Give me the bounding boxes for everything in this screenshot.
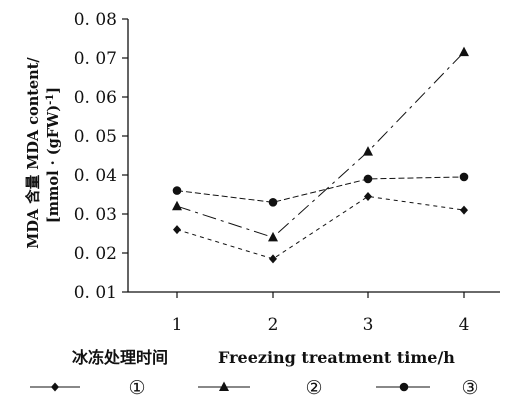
legend-marker: [51, 382, 59, 392]
y-axis-title: MDA 含量 MDA content/ [mmol · (gFW)-1]: [24, 57, 62, 249]
x-axis-label-cn: 冰冻处理时间: [72, 348, 168, 367]
legend-marker: [219, 381, 229, 391]
series-line: [176, 51, 465, 238]
legend-item-1: ①: [30, 377, 146, 399]
data-point: [364, 191, 372, 201]
legend-label: ②: [305, 377, 322, 399]
x-axis-label-en: Freezing treatment time/h: [218, 348, 455, 367]
x-axis-title: 冰冻处理时间 Freezing treatment time/h: [72, 348, 455, 367]
data-point: [173, 225, 181, 235]
y-axis-label-line1: MDA 含量 MDA content/: [24, 57, 42, 249]
series-layer: [172, 46, 469, 264]
legend: ① ② ③: [30, 377, 479, 399]
y-tick-label: 0. 06: [74, 88, 117, 108]
legend-label: ①: [128, 377, 145, 399]
y-tick-label: 0. 01: [74, 283, 117, 303]
x-tick-label: 1: [172, 315, 183, 335]
legend-marker: [399, 382, 409, 392]
series-line: [176, 195, 465, 260]
data-point: [459, 172, 469, 182]
series-3: [172, 172, 469, 207]
x-tick-label: 4: [459, 315, 470, 335]
data-point: [363, 174, 373, 184]
y-tick-label: 0. 03: [74, 205, 117, 225]
axes: 0. 01 0. 02 0. 03 0. 04 0. 05 0. 06 0. 07 0. 08…: [74, 10, 500, 335]
y-tick-label: 0. 05: [74, 127, 117, 147]
y-tick-label: 0. 02: [74, 244, 117, 264]
legend-item-2: ②: [198, 377, 323, 399]
legend-label: ③: [461, 377, 478, 399]
data-point: [268, 198, 278, 207]
data-point: [268, 231, 278, 242]
series-2: [172, 46, 469, 242]
legend-item-3: ③: [376, 377, 479, 399]
x-tick-label: 3: [363, 315, 374, 335]
data-point: [459, 46, 469, 57]
y-axis-label-line2: [mmol · (gFW)-1]: [45, 87, 63, 223]
y-tick-label: 0. 04: [74, 166, 117, 186]
y-tick-label: 0. 08: [74, 10, 117, 30]
data-point: [460, 205, 468, 215]
data-point: [363, 146, 373, 156]
x-tick-label: 2: [268, 315, 279, 335]
data-point: [172, 200, 182, 211]
series-1: [173, 191, 468, 264]
y-tick-label: 0. 07: [74, 49, 117, 69]
series-line: [176, 176, 465, 203]
data-point: [172, 186, 182, 195]
data-point: [269, 254, 277, 264]
